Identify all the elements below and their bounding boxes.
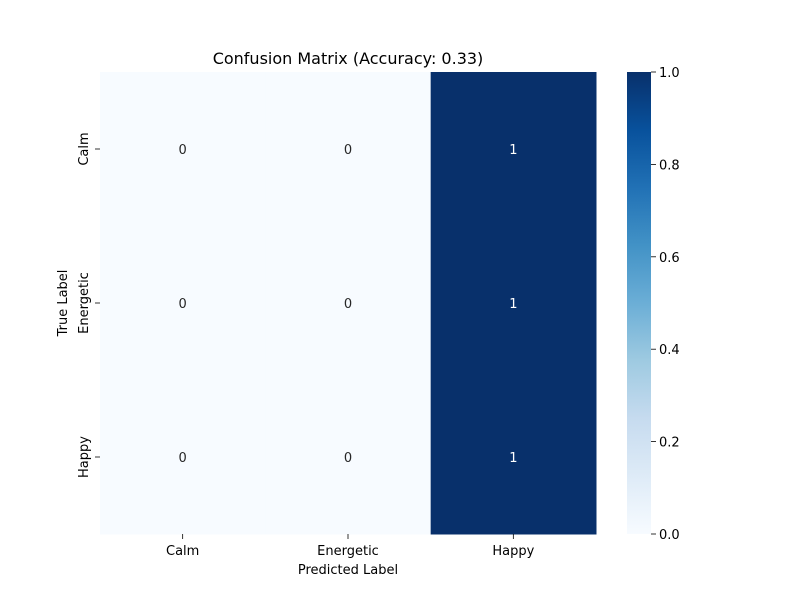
cell-value-label-2-2: 1	[509, 451, 517, 466]
colorbar-tick-label-1: 0.2	[659, 436, 680, 451]
heatmap-cell-0-0	[100, 72, 266, 227]
heatmap-cell-0-1	[265, 72, 432, 227]
x-tick-label-1: Energetic	[317, 544, 379, 559]
cell-value-label-1-2: 1	[509, 297, 517, 312]
heatmap-cell-1-1	[265, 226, 432, 381]
y-tick-label-1: Energetic	[77, 272, 92, 334]
x-tick-label-2: Happy	[492, 544, 534, 559]
x-axis-label: Predicted Label	[298, 563, 398, 578]
y-axis-label: True Label	[56, 270, 71, 338]
cell-value-label-1-1: 0	[344, 297, 352, 312]
heatmap-cell-2-0	[100, 380, 266, 535]
cell-value-label-0-1: 0	[344, 143, 352, 158]
heatmap-cell-2-1	[265, 380, 432, 535]
heatmap-cell-1-2	[430, 226, 597, 381]
colorbar	[627, 72, 651, 534]
cell-value-label-2-0: 0	[179, 451, 187, 466]
cell-value-label-1-0: 0	[179, 297, 187, 312]
colorbar-tick-label-4: 0.8	[659, 158, 680, 173]
x-axis-ticks: Calm Energetic Happy	[166, 534, 535, 559]
cell-value-labels: 0 0 1 0 0 1 0 0 1	[179, 143, 518, 466]
colorbar-tick-label-2: 0.4	[659, 343, 680, 358]
y-axis-ticks: Calm Energetic Happy	[77, 132, 100, 478]
heatmap-cell-2-2	[430, 380, 597, 535]
colorbar-ticks: 0.0 0.2 0.4 0.6 0.8 1.0	[651, 66, 680, 543]
y-tick-label-0: Calm	[77, 132, 92, 165]
cell-value-label-0-2: 1	[509, 143, 517, 158]
colorbar-tick-label-3: 0.6	[659, 251, 680, 266]
colorbar-tick-label-0: 0.0	[659, 528, 680, 543]
y-tick-label-2: Happy	[77, 436, 92, 478]
colorbar-tick-label-5: 1.0	[659, 66, 680, 81]
chart-title: Confusion Matrix (Accuracy: 0.33)	[213, 49, 484, 68]
cell-value-label-2-1: 0	[344, 451, 352, 466]
cell-value-label-0-0: 0	[179, 143, 187, 158]
heatmap-cell-1-0	[100, 226, 266, 381]
heatmap-cell-0-2	[430, 72, 597, 227]
x-tick-label-0: Calm	[166, 544, 199, 559]
heatmap-cells	[100, 72, 597, 535]
